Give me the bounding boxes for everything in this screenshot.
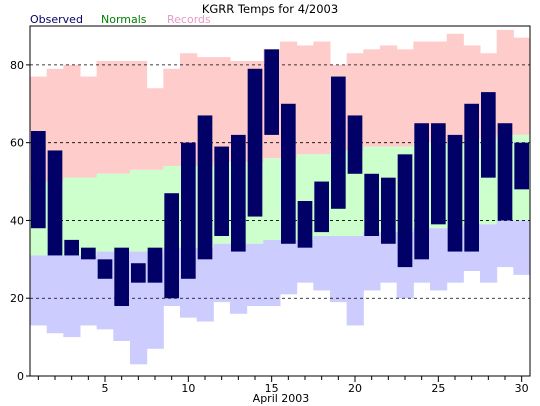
observed-bar bbox=[247, 68, 263, 217]
record-low-band bbox=[513, 220, 531, 275]
observed-bar bbox=[397, 154, 413, 268]
chart-title: KGRR Temps for 4/2003 bbox=[202, 2, 338, 16]
record-low-band bbox=[313, 236, 331, 291]
observed-bar bbox=[147, 247, 163, 283]
observed-bar bbox=[31, 131, 46, 229]
record-low-band bbox=[46, 255, 64, 334]
record-low-band bbox=[480, 224, 498, 283]
normal-band bbox=[146, 169, 164, 252]
record-high-band bbox=[380, 45, 398, 147]
observed-bar bbox=[514, 142, 529, 190]
record-high-band bbox=[363, 49, 381, 147]
normal-band bbox=[63, 177, 81, 256]
normal-band bbox=[80, 177, 98, 256]
record-low-band bbox=[63, 255, 81, 338]
record-high-band bbox=[113, 61, 131, 174]
y-tick-label: 20 bbox=[10, 292, 24, 305]
record-high-band bbox=[63, 64, 81, 178]
record-high-band bbox=[80, 76, 98, 178]
observed-bar bbox=[281, 103, 296, 244]
record-low-band bbox=[346, 236, 364, 326]
observed-bar bbox=[297, 201, 313, 248]
record-high-band bbox=[446, 33, 464, 143]
record-low-band bbox=[496, 220, 514, 268]
x-tick-label: 5 bbox=[102, 382, 109, 395]
observed-bar bbox=[414, 123, 429, 260]
observed-bar bbox=[364, 173, 379, 236]
record-high-band bbox=[496, 29, 514, 135]
record-high-band bbox=[130, 61, 148, 170]
x-tick-label: 10 bbox=[181, 382, 195, 395]
x-tick-label: 30 bbox=[515, 382, 529, 395]
record-low-band bbox=[80, 255, 98, 326]
plot-frame bbox=[29, 25, 531, 377]
record-low-band bbox=[196, 247, 214, 322]
observed-bar bbox=[214, 146, 229, 236]
record-high-band bbox=[430, 41, 448, 143]
observed-bar bbox=[181, 142, 196, 279]
record-low-band bbox=[263, 239, 281, 306]
record-high-band bbox=[180, 53, 198, 166]
record-high-band bbox=[213, 57, 231, 163]
normal-band bbox=[113, 173, 131, 252]
record-high-band bbox=[396, 49, 414, 147]
legend-records: Records bbox=[167, 13, 211, 26]
record-high-band bbox=[313, 41, 331, 155]
record-low-band bbox=[296, 239, 314, 283]
y-tick-label: 80 bbox=[10, 59, 24, 72]
observed-bar bbox=[381, 177, 396, 244]
observed-bar bbox=[447, 134, 463, 252]
x-tick-label: 25 bbox=[431, 382, 445, 395]
observed-bar bbox=[131, 263, 146, 283]
record-low-band bbox=[30, 255, 48, 326]
y-tick-label: 40 bbox=[10, 214, 24, 227]
observed-bar bbox=[331, 76, 346, 209]
legend-normals: Normals bbox=[101, 13, 147, 26]
normal-band bbox=[96, 173, 114, 252]
record-high-band bbox=[513, 37, 531, 135]
observed-bar bbox=[314, 181, 329, 233]
record-low-band bbox=[213, 243, 231, 303]
observed-bar bbox=[264, 49, 279, 135]
record-low-band bbox=[230, 243, 248, 314]
observed-bar bbox=[114, 247, 129, 306]
y-tick-label: 60 bbox=[10, 137, 24, 150]
observed-bar bbox=[231, 134, 246, 252]
x-tick-label: 15 bbox=[265, 382, 279, 395]
normal-band bbox=[263, 158, 281, 240]
x-axis-label: April 2003 bbox=[253, 392, 310, 405]
record-high-band bbox=[146, 88, 164, 170]
normal-band bbox=[130, 169, 148, 252]
record-high-band bbox=[163, 68, 181, 166]
record-low-band bbox=[430, 228, 448, 291]
y-tick-label: 0 bbox=[17, 370, 24, 383]
observed-bar bbox=[481, 92, 496, 178]
record-high-band bbox=[296, 45, 314, 155]
observed-bar bbox=[47, 150, 63, 256]
observed-bar bbox=[464, 103, 479, 252]
record-high-band bbox=[96, 61, 114, 174]
observed-bar bbox=[64, 239, 79, 256]
record-low-band bbox=[330, 236, 348, 303]
legend-observed: Observed bbox=[30, 13, 83, 26]
plot-area: 5 10 15 20 25 30 0 20 40 60 80 bbox=[10, 25, 531, 395]
observed-bar bbox=[347, 115, 363, 174]
observed-bar bbox=[81, 247, 96, 260]
x-tick-label: 20 bbox=[348, 382, 362, 395]
observed-bar bbox=[497, 123, 513, 221]
record-low-band bbox=[246, 243, 264, 306]
record-high-band bbox=[413, 41, 431, 143]
observed-bar bbox=[97, 259, 113, 279]
observed-bar bbox=[431, 123, 446, 225]
observed-bar bbox=[164, 193, 179, 299]
observed-bar bbox=[197, 115, 213, 260]
record-low-band bbox=[380, 232, 398, 283]
record-low-band bbox=[280, 239, 298, 295]
record-low-band bbox=[363, 232, 381, 291]
